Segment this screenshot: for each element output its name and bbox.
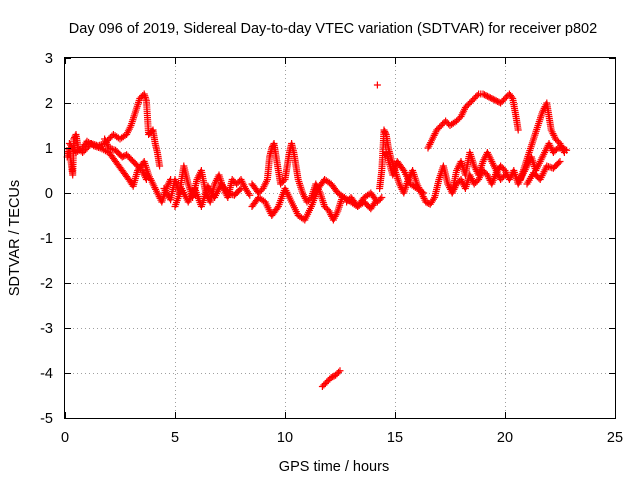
x-tick-label: 25 xyxy=(607,430,623,446)
series-track-i xyxy=(318,367,344,390)
y-tick-label: -3 xyxy=(40,321,53,337)
data-points xyxy=(63,81,571,390)
plot-frame xyxy=(64,57,616,419)
data-point xyxy=(486,94,494,102)
series-track-j xyxy=(373,81,381,89)
data-point xyxy=(335,368,343,376)
data-point xyxy=(376,195,384,203)
series-track-h xyxy=(343,194,379,213)
data-point xyxy=(336,367,344,375)
data-point xyxy=(246,191,254,199)
data-point xyxy=(469,96,477,104)
data-point xyxy=(495,98,503,106)
series-track-e xyxy=(171,180,245,210)
grid-lines xyxy=(65,58,615,418)
data-point xyxy=(142,176,150,183)
data-point xyxy=(381,129,389,137)
y-axis-label: SDTVAR / TECUs xyxy=(7,180,23,296)
series-track-c xyxy=(101,135,150,183)
x-tick-label: 15 xyxy=(387,430,403,446)
y-tick-label: -4 xyxy=(40,366,53,382)
data-point xyxy=(473,92,481,99)
data-point xyxy=(378,194,386,201)
data-point xyxy=(373,81,381,89)
x-axis-ticks: 0 5 10 15 20 25 xyxy=(61,58,623,446)
y-tick-label: 2 xyxy=(45,96,53,112)
data-point xyxy=(321,380,329,387)
data-point xyxy=(552,146,560,153)
series-track-m xyxy=(424,90,522,152)
y-tick-label: -5 xyxy=(40,411,53,427)
data-point xyxy=(236,186,244,194)
data-point xyxy=(556,158,564,165)
data-point xyxy=(418,188,426,196)
y-tick-label: -1 xyxy=(40,231,53,247)
data-point xyxy=(245,190,253,198)
x-tick-label: 0 xyxy=(61,430,69,446)
y-tick-label: -2 xyxy=(40,276,53,292)
data-point xyxy=(500,96,508,104)
x-tick-label: 20 xyxy=(497,430,513,446)
data-point xyxy=(420,189,428,197)
x-axis-label: GPS time / hours xyxy=(279,459,389,475)
data-point xyxy=(514,126,522,134)
y-axis-ticks: -5 -4 -3 -2 -1 0 1 2 3 xyxy=(40,51,615,427)
data-point xyxy=(156,162,164,170)
data-point xyxy=(370,200,378,208)
data-point xyxy=(560,149,568,156)
series-track-o xyxy=(516,99,568,183)
data-point xyxy=(380,126,388,134)
series-track-a xyxy=(63,90,164,179)
data-point xyxy=(491,96,499,104)
data-point xyxy=(430,195,437,203)
data-point xyxy=(237,185,245,192)
y-tick-label: 3 xyxy=(45,51,53,67)
data-point xyxy=(508,93,516,101)
data-point xyxy=(121,152,129,159)
data-point xyxy=(436,123,444,131)
data-point xyxy=(555,159,563,167)
x-tick-label: 5 xyxy=(171,430,179,446)
data-point xyxy=(381,128,389,135)
data-point xyxy=(88,141,96,149)
data-point xyxy=(482,92,490,99)
series-track-p xyxy=(523,158,564,188)
series-track-l xyxy=(382,149,428,197)
data-point xyxy=(371,198,379,206)
y-tick-label: 1 xyxy=(45,141,53,157)
x-tick-label: 10 xyxy=(277,430,293,446)
data-point xyxy=(464,101,472,108)
y-tick-label: 0 xyxy=(45,186,53,202)
chart-title: Day 096 of 2019, Sidereal Day-to-day VTE… xyxy=(69,21,597,37)
